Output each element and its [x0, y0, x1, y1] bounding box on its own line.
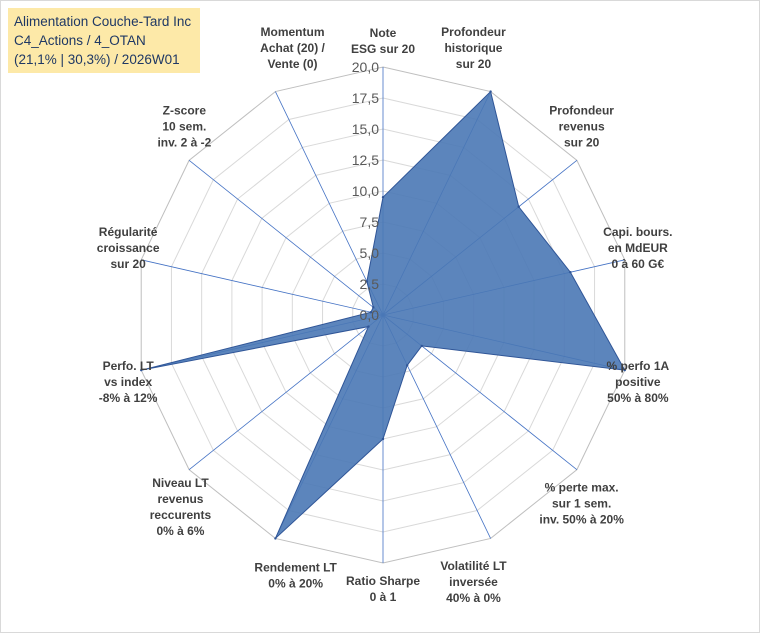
data-point: [569, 271, 572, 274]
axis-label: Note ESG sur 20: [351, 26, 415, 56]
axis-label-line: inversée: [449, 575, 498, 589]
axis-label-line: sur 20: [110, 257, 146, 271]
axis-label: Rendement LT 0% à 20%: [254, 560, 337, 590]
axis-labels: Note ESG sur 20 Profondeur historique sur 20…: [97, 25, 673, 605]
data-point: [489, 90, 492, 93]
tick-label: 20,0: [352, 59, 379, 75]
axis-label-line: sur 1 sem.: [552, 497, 611, 511]
title-line-period: (21,1% | 30,3%) / 2026W01: [14, 52, 180, 67]
axis-label: Ratio Sharpe 0 à 1: [346, 574, 420, 604]
axis-label-line: Capi. bours.: [603, 225, 672, 239]
axis-label: Capi. bours. en MdEUR 0 à 60 G€: [603, 225, 672, 271]
title-box: Alimentation Couche-Tard Inc C4_Actions …: [8, 8, 200, 73]
tick-label: 10,0: [352, 183, 379, 199]
axis-label-line: 50% à 80%: [607, 391, 669, 405]
axis-label-line: 0% à 6%: [156, 524, 204, 538]
data-point: [367, 325, 370, 328]
axis-label: Perfo. LT vs index -8% à 12%: [99, 359, 158, 405]
tick-label: 2,5: [360, 276, 380, 292]
data-point: [140, 368, 143, 372]
title-line-category: C4_Actions / 4_OTAN: [14, 33, 146, 48]
axis-label-line: Profondeur: [549, 103, 614, 117]
data-point: [623, 368, 626, 372]
axis-label-line: Momentum: [261, 25, 325, 39]
axis-label-line: ESG sur 20: [351, 42, 415, 56]
axis-label-line: % perfo 1A: [607, 359, 670, 373]
axis-label-line: 40% à 0%: [446, 591, 501, 605]
axis-label-line: Niveau LT: [152, 476, 209, 490]
axis-label-line: Rendement LT: [254, 560, 337, 574]
axis-label-line: Profondeur: [441, 25, 506, 39]
axis-label: Niveau LT revenus reccurents 0% à 6%: [150, 476, 212, 538]
axis-label: Momentum Achat (20) / Vente (0): [260, 25, 325, 71]
radial-tick-labels: 0,0 2,5 5,0 7,5 10,0 12,5 15,0 17,5 20,0: [352, 59, 379, 323]
axis-spoke: [188, 160, 384, 316]
data-point: [517, 205, 520, 208]
axis-label-line: Volatilité LT: [440, 559, 507, 573]
tick-label: 17,5: [352, 90, 379, 106]
axis-label-line: positive: [615, 375, 661, 389]
axis-label-line: Perfo. LT: [103, 359, 155, 373]
axis-label-line: Vente (0): [268, 57, 318, 71]
axis-label-line: revenus: [157, 492, 203, 506]
axis-label: % perfo 1A positive 50% à 80%: [607, 359, 670, 405]
axis-label-line: 0 à 1: [370, 590, 397, 604]
data-point: [369, 311, 373, 314]
axis-spoke: [141, 259, 384, 316]
axis-label: % perte max. sur 1 sem. inv. 50% à 20%: [539, 481, 624, 527]
radar-series: [140, 90, 626, 540]
axis-label-line: en MdEUR: [608, 241, 668, 255]
data-point: [406, 364, 409, 367]
axis-label-line: inv. 2 à -2: [157, 135, 211, 149]
data-point: [381, 196, 385, 199]
axis-label: Volatilité LT inversée 40% à 0%: [440, 559, 507, 605]
axis-spoke: [188, 314, 384, 470]
axis-label-line: inv. 50% à 20%: [539, 513, 624, 527]
data-point: [381, 437, 385, 441]
axis-label-line: reccurents: [150, 508, 212, 522]
axis-label-line: Ratio Sharpe: [346, 574, 420, 588]
axis-label-line: vs index: [104, 375, 152, 389]
data-point: [274, 537, 277, 540]
axis-label-line: Z-score: [163, 103, 207, 117]
axis-label-line: 0% à 20%: [268, 576, 323, 590]
axis-label: Profondeur historique sur 20: [441, 25, 506, 71]
tick-label: 5,0: [360, 245, 380, 261]
axis-label-line: sur 20: [564, 135, 600, 149]
axis-label-line: 0 à 60 G€: [611, 257, 664, 271]
data-point: [372, 306, 375, 309]
axis-label: Z-score 10 sem. inv. 2 à -2: [157, 103, 211, 149]
title-line-company: Alimentation Couche-Tard Inc: [14, 14, 192, 29]
data-point: [420, 344, 423, 348]
axis-label-line: Achat (20) /: [260, 41, 325, 55]
axis-label-line: historique: [444, 41, 502, 55]
tick-label: 12,5: [352, 152, 379, 168]
axis-label-line: 10 sem.: [162, 119, 206, 133]
tick-label: 7,5: [360, 214, 380, 230]
tick-label: 0,0: [360, 307, 380, 323]
axis-label-line: Note: [370, 26, 397, 40]
axis-label-line: -8% à 12%: [99, 391, 158, 405]
axis-label: Profondeur revenus sur 20: [549, 103, 614, 149]
axis-label-line: croissance: [97, 241, 160, 255]
axis-spoke: [275, 91, 384, 316]
axis-label-line: % perte max.: [545, 481, 619, 495]
tick-label: 15,0: [352, 121, 379, 137]
axis-label: Régularité croissance sur 20: [97, 225, 160, 271]
axis-label-line: sur 20: [456, 57, 492, 71]
axis-label-line: revenus: [559, 119, 605, 133]
axis-label-line: Régularité: [99, 225, 158, 239]
data-point: [365, 280, 369, 283]
